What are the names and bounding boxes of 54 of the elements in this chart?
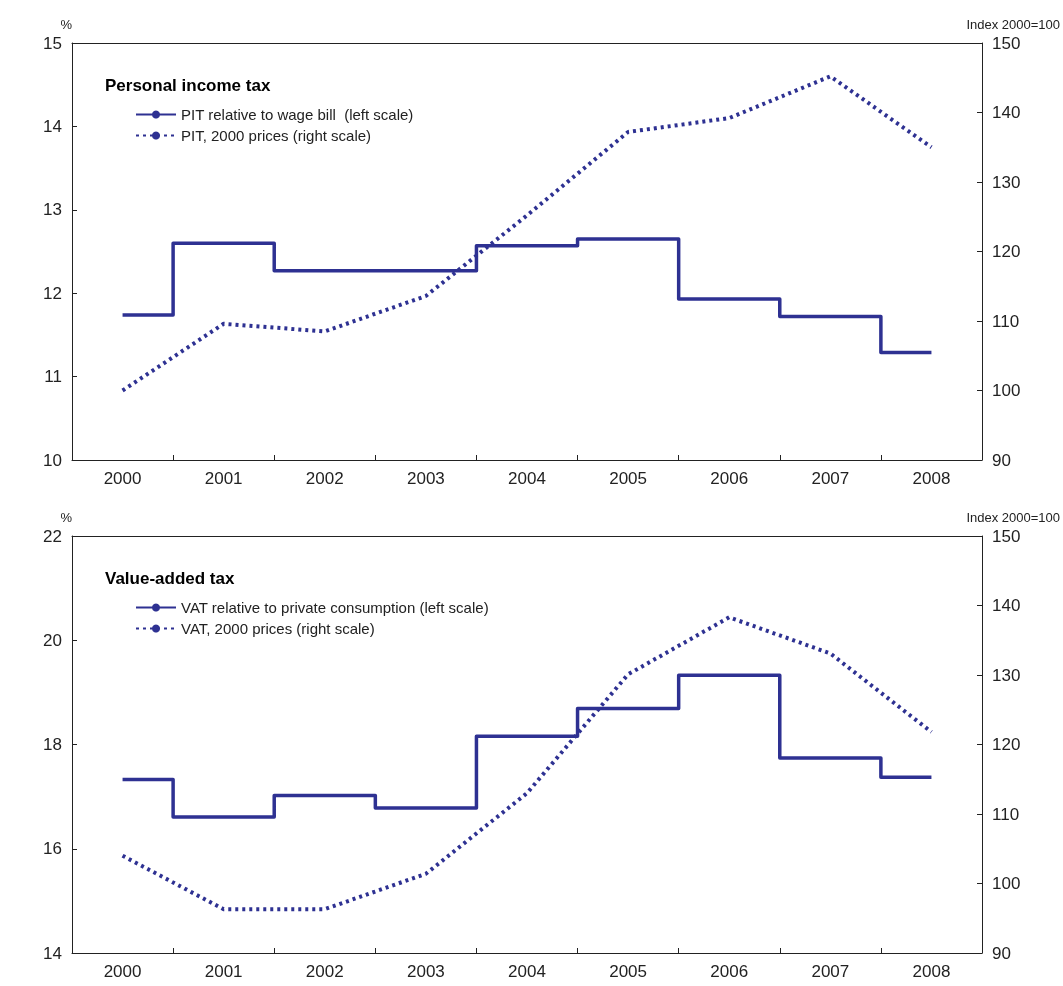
x-tick-label: 2006 bbox=[710, 469, 749, 488]
x-tick-label: 2006 bbox=[710, 962, 749, 981]
x-tick-label: 2001 bbox=[204, 469, 243, 488]
y2-tick-label: 140 bbox=[992, 103, 1021, 122]
y-tick-label: 14 bbox=[43, 116, 62, 136]
y2-tick-label: 130 bbox=[992, 665, 1021, 685]
y2-tick-label: 110 bbox=[992, 311, 1020, 331]
y2-tick-label: 90 bbox=[992, 943, 1011, 963]
y2-axis-title: Index 2000=100 bbox=[966, 510, 1060, 525]
x-tick-label: 2003 bbox=[406, 469, 445, 488]
y-tick-label: 16 bbox=[43, 839, 62, 859]
y2-tick-label: 120 bbox=[992, 735, 1021, 754]
x-tick-label: 2005 bbox=[609, 469, 648, 488]
y-tick-label: 20 bbox=[43, 630, 62, 650]
x-tick-label: 2000 bbox=[103, 469, 142, 488]
x-tick-label: 2007 bbox=[811, 469, 850, 488]
text: Personal income tax bbox=[105, 76, 271, 95]
y-axis-title: % bbox=[60, 17, 73, 32]
y-tick-label: 18 bbox=[43, 735, 62, 754]
x-tick-label: 2007 bbox=[811, 962, 850, 981]
line-series bbox=[120, 615, 934, 912]
x-tick-label: 2000 bbox=[103, 962, 142, 981]
y2-tick-label: 150 bbox=[992, 33, 1021, 53]
y-tick-label: 15 bbox=[43, 33, 62, 53]
text: Value-added tax bbox=[105, 569, 235, 588]
y2-axis-title: Index 2000=100 bbox=[966, 17, 1060, 32]
legend-label: VAT, 2000 prices (right scale) bbox=[181, 620, 375, 637]
y2-tick-label: 100 bbox=[992, 874, 1021, 893]
y-tick-label: 14 bbox=[43, 943, 62, 963]
y-tick-label: 12 bbox=[43, 283, 62, 303]
x-tick-label: 2002 bbox=[305, 469, 344, 488]
x-tick-label: 2002 bbox=[305, 962, 344, 981]
y2-tick-label: 120 bbox=[992, 242, 1021, 261]
y-axis-title: % bbox=[60, 510, 73, 525]
x-tick-label: 2005 bbox=[609, 962, 648, 981]
x-tick-label: 2004 bbox=[508, 962, 546, 981]
y-tick-label: 11 bbox=[44, 367, 62, 387]
y-tick-label: 13 bbox=[43, 200, 62, 220]
x-tick-label: 2004 bbox=[508, 469, 546, 488]
x-tick-label: 2008 bbox=[912, 962, 951, 981]
y2-tick-label: 90 bbox=[992, 450, 1011, 470]
y2-tick-label: 130 bbox=[992, 172, 1021, 192]
y-tick-label: 22 bbox=[43, 526, 62, 546]
x-tick-label: 2008 bbox=[912, 469, 951, 488]
y2-tick-label: 100 bbox=[992, 381, 1021, 400]
y2-tick-label: 140 bbox=[992, 596, 1021, 615]
legend-label: VAT relative to private consumption (left scale) bbox=[181, 599, 489, 616]
y2-tick-label: 150 bbox=[992, 526, 1021, 546]
x-tick-label: 2001 bbox=[204, 962, 243, 981]
y2-tick-label: 110 bbox=[992, 804, 1020, 824]
legend-label: PIT, 2000 prices (right scale) bbox=[181, 127, 372, 144]
x-tick-label: 2003 bbox=[406, 962, 445, 981]
y-tick-label: 10 bbox=[43, 450, 62, 470]
legend-label: PIT relative to wage bill (left scale) bbox=[181, 106, 414, 123]
